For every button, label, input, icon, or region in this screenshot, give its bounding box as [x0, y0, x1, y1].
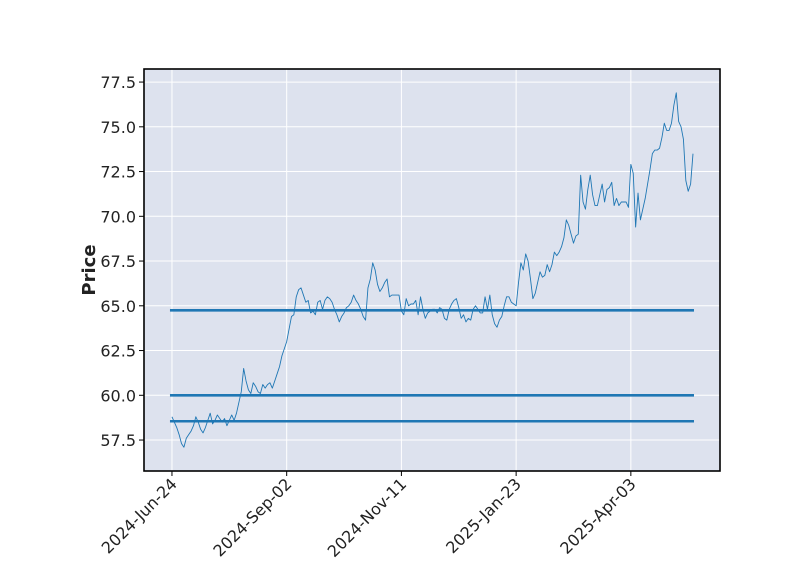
y-tick-label: 62.5 [100, 342, 136, 361]
x-tick-label: 2024-Nov-11 [324, 474, 411, 561]
y-tick-label: 77.5 [100, 73, 136, 92]
y-tick-label: 72.5 [100, 163, 136, 182]
x-tick-label: 2025-Jan-23 [442, 474, 525, 557]
y-tick-label: 65.0 [100, 297, 136, 316]
x-tick-label: 2024-Jun-24 [98, 474, 181, 557]
y-tick-label: 70.0 [100, 207, 136, 226]
y-tick-label: 67.5 [100, 252, 136, 271]
x-tick-label: 2025-Apr-03 [556, 474, 639, 557]
y-tick-label: 60.0 [100, 386, 136, 405]
y-tick-label: 57.5 [100, 431, 136, 450]
price-line [171, 92, 694, 448]
plot-frame [143, 68, 721, 472]
y-tick-label: 75.0 [100, 118, 136, 137]
y-axis-label: Price [79, 244, 100, 295]
plot-background [144, 69, 720, 471]
x-tick-label: 2024-Sep-02 [209, 474, 295, 560]
